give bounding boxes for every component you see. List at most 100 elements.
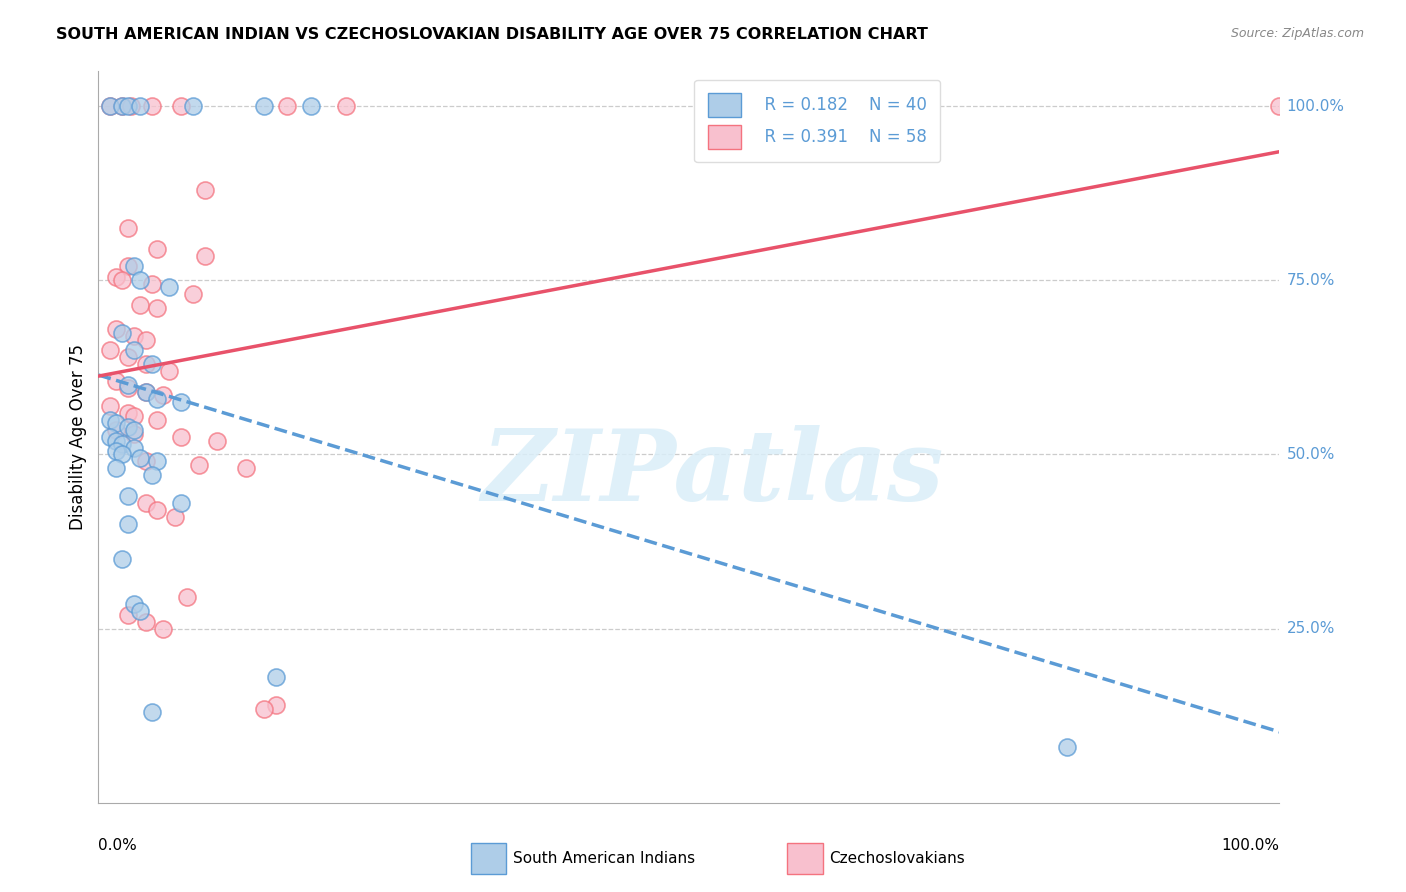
Point [141,357,163,371]
Point [205,434,228,448]
Point [98,430,121,444]
Point [122,423,145,437]
Point [135,496,157,510]
Point [181,287,204,301]
Point [122,409,145,424]
Point [117,489,139,503]
Point [194,249,217,263]
Point [128,450,150,465]
Point [276,99,298,113]
Point [98,343,121,357]
Point [264,670,287,684]
Point [117,99,139,113]
Point [264,698,287,713]
Point [105,423,128,437]
Text: 100.0%: 100.0% [1286,99,1344,113]
Point [187,458,209,472]
Point [146,454,169,468]
Point [117,381,139,395]
Point [128,273,150,287]
Point [122,441,145,455]
Point [98,399,121,413]
Point [170,395,193,409]
Point [146,412,169,426]
Point [117,607,139,622]
Text: 0.0%: 0.0% [98,838,138,854]
Text: South American Indians: South American Indians [513,851,696,865]
Point [111,326,134,340]
Point [1268,99,1291,113]
Point [105,461,128,475]
Point [117,221,139,235]
Text: ZIPatlas: ZIPatlas [481,425,943,522]
Point [128,99,150,113]
Point [117,517,139,532]
Text: 75.0%: 75.0% [1286,273,1334,288]
Point [146,503,169,517]
Point [111,437,134,451]
Point [111,552,134,566]
Point [121,99,143,113]
Point [122,260,145,274]
Point [105,434,128,448]
Text: Czechoslovakians: Czechoslovakians [830,851,966,865]
Point [141,277,163,291]
Point [98,99,121,113]
Point [105,416,128,430]
Point [253,99,276,113]
Point [335,99,357,113]
Point [98,412,121,426]
Point [152,622,174,636]
Point [117,260,139,274]
Point [194,183,217,197]
Point [117,350,139,364]
Point [105,269,128,284]
Text: 50.0%: 50.0% [1286,447,1334,462]
Point [117,419,139,434]
Point [170,430,193,444]
Point [146,242,169,256]
Point [1056,740,1078,755]
Point [135,615,157,629]
Point [105,322,128,336]
Y-axis label: Disability Age Over 75: Disability Age Over 75 [69,344,87,530]
Point [141,468,163,483]
Point [176,591,198,605]
Point [117,377,139,392]
Point [128,298,150,312]
Point [111,99,134,113]
Point [111,99,134,113]
Text: 100.0%: 100.0% [1222,838,1279,854]
Point [122,329,145,343]
Point [141,99,163,113]
Text: Source: ZipAtlas.com: Source: ZipAtlas.com [1230,27,1364,40]
Point [105,375,128,389]
Point [135,357,157,371]
Point [253,702,276,716]
Point [157,280,180,294]
Point [135,384,157,399]
Point [146,301,169,316]
Point [135,333,157,347]
Point [128,604,150,618]
Point [98,99,121,113]
Point [117,406,139,420]
Point [105,444,128,458]
Point [299,99,322,113]
Point [170,496,193,510]
Text: SOUTH AMERICAN INDIAN VS CZECHOSLOVAKIAN DISABILITY AGE OVER 75 CORRELATION CHAR: SOUTH AMERICAN INDIAN VS CZECHOSLOVAKIAN… [56,27,928,42]
Point [157,364,180,378]
Point [141,705,163,719]
Point [111,273,134,287]
Point [122,426,145,441]
Point [135,384,157,399]
Point [152,388,174,402]
Legend:   R = 0.182    N = 40,   R = 0.391    N = 58: R = 0.182 N = 40, R = 0.391 N = 58 [695,79,941,161]
Point [122,343,145,357]
Point [235,461,257,475]
Point [170,99,193,113]
Point [111,448,134,462]
Point [165,510,187,524]
Point [146,392,169,406]
Point [122,597,145,611]
